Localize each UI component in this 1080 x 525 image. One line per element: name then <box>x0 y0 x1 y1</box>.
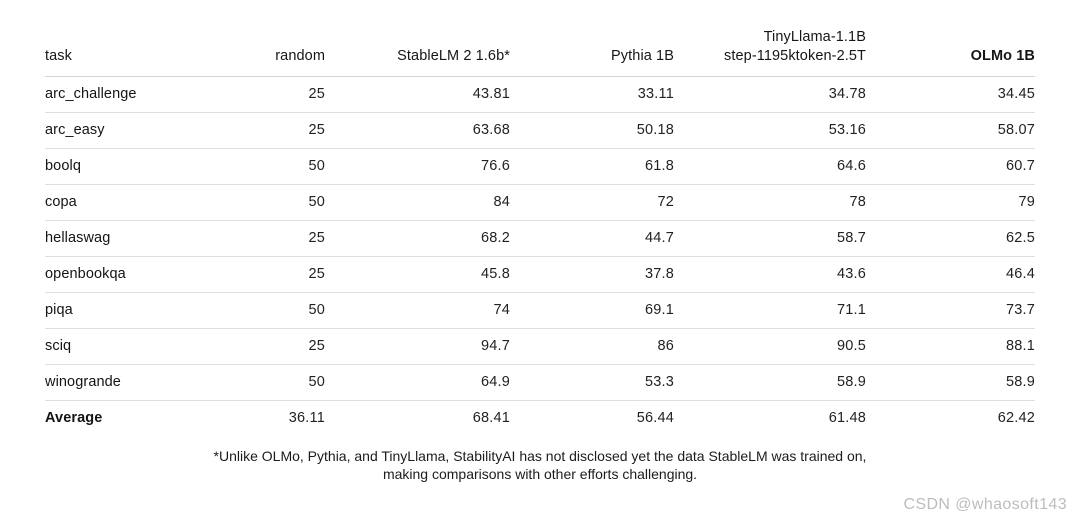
value-cell: 50 <box>225 292 325 330</box>
value-cell: 36.11 <box>288 410 325 427</box>
table-row-openbookqa: openbookqa 25 45.8 37.8 43.6 46.4 <box>45 256 1035 294</box>
benchmark-results-figure: task random StableLM 2 1.6b* Pythia 1B T… <box>45 26 1035 436</box>
table-row-average: Average 36.11 68.41 56.44 61.48 62.42 <box>45 401 1035 437</box>
value-cell: 58.7 <box>674 220 866 258</box>
value-cell: 68.2 <box>325 220 510 258</box>
col-header-tinyllama: TinyLlama-1.1B step-1195ktoken-2.5T <box>674 26 866 78</box>
col-header-task: task <box>45 26 225 78</box>
value-cell: 90.5 <box>674 328 866 366</box>
value-cell: 61.48 <box>828 410 866 427</box>
value-cell: 64.9 <box>325 364 510 402</box>
watermark-text: CSDN @whaosoft143 <box>903 496 1067 513</box>
value-cell: 62.42 <box>997 410 1035 427</box>
value-cell: 94.7 <box>325 328 510 366</box>
col-header-random: random <box>225 26 325 78</box>
table-row-copa: copa 50 84 72 78 79 <box>45 184 1035 222</box>
value-cell: 58.9 <box>866 364 1035 402</box>
col-header-stablelm: StableLM 2 1.6b* <box>325 26 510 78</box>
value-cell: 46.4 <box>866 256 1035 294</box>
table-row-hellaswag: hellaswag 25 68.2 44.7 58.7 62.5 <box>45 220 1035 258</box>
header-row: task random StableLM 2 1.6b* Pythia 1B T… <box>45 26 1035 78</box>
table-row-winogrande: winogrande 50 64.9 53.3 58.9 58.9 <box>45 364 1035 402</box>
table-row-sciq: sciq 25 94.7 86 90.5 88.1 <box>45 328 1035 366</box>
value-cell: 25 <box>225 328 325 366</box>
value-cell: 37.8 <box>510 256 674 294</box>
value-cell: 62.5 <box>866 220 1035 258</box>
value-cell: 25 <box>225 220 325 258</box>
value-cell: 76.6 <box>325 148 510 186</box>
task-cell: arc_easy <box>45 112 225 150</box>
value-cell: 78 <box>674 184 866 222</box>
value-cell: 60.7 <box>866 148 1035 186</box>
value-cell: 50 <box>225 184 325 222</box>
value-cell: 61.8 <box>510 148 674 186</box>
table-row-boolq: boolq 50 76.6 61.8 64.6 60.7 <box>45 148 1035 186</box>
benchmark-table: task random StableLM 2 1.6b* Pythia 1B T… <box>45 26 1035 436</box>
col-header-pythia: Pythia 1B <box>510 26 674 78</box>
value-cell: 53.16 <box>674 112 866 150</box>
value-cell: 50.18 <box>510 112 674 150</box>
value-cell: 25 <box>225 256 325 294</box>
value-cell: 84 <box>325 184 510 222</box>
value-cell: 58.9 <box>674 364 866 402</box>
value-cell: 72 <box>510 184 674 222</box>
value-cell: 56.44 <box>636 410 674 427</box>
col-header-olmo: OLMo 1B <box>866 26 1035 78</box>
value-cell: 25 <box>225 76 325 114</box>
value-cell: 79 <box>866 184 1035 222</box>
table-row-arc-easy: arc_easy 25 63.68 50.18 53.16 58.07 <box>45 112 1035 150</box>
value-cell: 88.1 <box>866 328 1035 366</box>
value-cell: 69.1 <box>510 292 674 330</box>
value-cell: 73.7 <box>866 292 1035 330</box>
task-cell: copa <box>45 184 225 222</box>
value-cell: 44.7 <box>510 220 674 258</box>
table-row-piqa: piqa 50 74 69.1 71.1 73.7 <box>45 292 1035 330</box>
value-cell: 63.68 <box>325 112 510 150</box>
value-cell: 34.45 <box>866 76 1035 114</box>
task-cell: Average <box>45 410 103 427</box>
value-cell: 86 <box>510 328 674 366</box>
value-cell: 74 <box>325 292 510 330</box>
value-cell: 33.11 <box>510 76 674 114</box>
table-row-arc-challenge: arc_challenge 25 43.81 33.11 34.78 34.45 <box>45 76 1035 114</box>
value-cell: 58.07 <box>866 112 1035 150</box>
value-cell: 64.6 <box>674 148 866 186</box>
task-cell: openbookqa <box>45 256 225 294</box>
task-cell: piqa <box>45 292 225 330</box>
value-cell: 34.78 <box>674 76 866 114</box>
task-cell: boolq <box>45 148 225 186</box>
value-cell: 50 <box>225 148 325 186</box>
value-cell: 50 <box>225 364 325 402</box>
task-cell: sciq <box>45 328 225 366</box>
task-cell: hellaswag <box>45 220 225 258</box>
task-cell: arc_challenge <box>45 76 225 114</box>
value-cell: 43.6 <box>674 256 866 294</box>
value-cell: 43.81 <box>325 76 510 114</box>
value-cell: 71.1 <box>674 292 866 330</box>
value-cell: 25 <box>225 112 325 150</box>
value-cell: 53.3 <box>510 364 674 402</box>
footnote-text: *Unlike OLMo, Pythia, and TinyLlama, Sta… <box>213 448 867 483</box>
value-cell: 45.8 <box>325 256 510 294</box>
value-cell: 68.41 <box>472 410 510 427</box>
task-cell: winogrande <box>45 364 225 402</box>
